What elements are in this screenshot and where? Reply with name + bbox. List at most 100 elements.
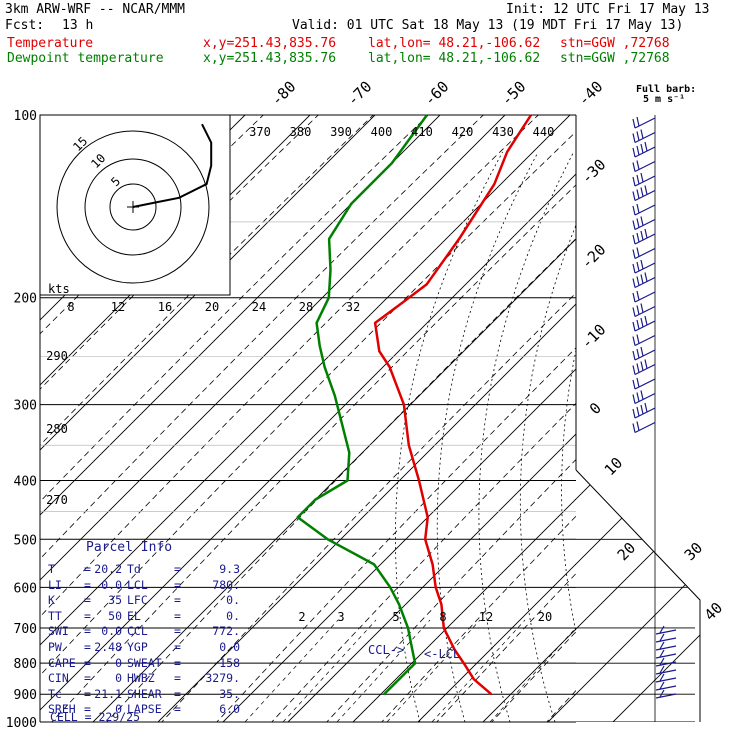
parcel-cell-9-4: =: [174, 702, 181, 717]
isotherm-line: [417, 563, 576, 722]
parcel-cell-3-3: EL: [127, 608, 141, 623]
wind-barb: [632, 402, 656, 419]
speed-scale-label: 24: [252, 300, 266, 314]
pressure-label: 300: [14, 399, 37, 414]
pressure-label: 1000: [6, 716, 37, 731]
parcel-cell: CELL = 229/25: [50, 710, 141, 724]
mixing-ratio-line: [336, 619, 431, 722]
dry-adiabat-line: [40, 115, 429, 503]
parcel-cell-9-0: SREH: [48, 702, 76, 717]
skewt-lines: [40, 115, 716, 722]
dry-adiabat-line: [40, 115, 374, 446]
parcel-cell-1-2: 0.0: [101, 577, 122, 592]
parcel-cell-6-2: 0: [115, 655, 122, 670]
theta-label: 390: [330, 125, 352, 139]
hodograph-trace: [132, 123, 213, 208]
isotherm-label: 0: [586, 399, 605, 418]
isotherm-line: [157, 303, 576, 722]
parcel-cell-3-2: 50: [108, 608, 122, 623]
theta-label: 370: [249, 125, 271, 139]
wind-barb: [655, 689, 677, 699]
wind-barb: [655, 673, 677, 683]
hodograph-ring: [84, 158, 182, 256]
moist-adiabat-line: [644, 152, 716, 722]
theta-label: 440: [533, 125, 555, 139]
pressure-label: 600: [14, 581, 37, 596]
temperature-legend-latlon: lat,lon= 48.21,-106.62: [368, 36, 541, 51]
mixing-ratio-line: [489, 627, 576, 722]
dry-adiabat-label: 270: [46, 493, 68, 507]
theta-label: 430: [492, 125, 514, 139]
temperature-legend-xy: x,y=251.43,835.76: [203, 36, 337, 51]
parcel-cell-0-3: Td: [127, 562, 141, 576]
speed-scale-label: 32: [346, 300, 360, 314]
parcel-cell-7-1: =: [84, 671, 91, 686]
parcel-cell-0-1: =: [84, 562, 91, 576]
ccl-annotation: CCL->: [368, 643, 404, 657]
dry-adiabat-label: 290: [46, 349, 68, 363]
dry-adiabat-line: [40, 131, 576, 677]
dewpoint-legend-latlon: lat,lon= 48.21,-106.62: [368, 51, 541, 66]
temperature-legend-name: Temperature: [7, 36, 94, 51]
parcel-cell-7-2: 0: [115, 671, 122, 686]
parcel-cell-1-0: LI: [48, 577, 62, 592]
wind-barb: [632, 129, 656, 144]
wind-barb: [632, 290, 656, 303]
parcel-cell-6-1: =: [84, 655, 91, 670]
parcel-cell-8-4: =: [174, 686, 181, 701]
sounding-profiles: [296, 114, 533, 696]
parcel-cell-0-0: T: [48, 562, 55, 576]
parcel-cell-1-5: 780.: [212, 577, 240, 592]
isotherm-line: [547, 693, 576, 722]
wind-barb: [655, 633, 677, 643]
parcel-cell-3-5: 0.: [226, 608, 240, 623]
dry-adiabat-line: [40, 115, 539, 618]
barb-scale-title: Full barb:: [636, 84, 697, 95]
speed-scale-label: 20: [205, 300, 219, 314]
theta-label: 410: [411, 125, 433, 139]
mixing-ratio-line: [244, 619, 339, 722]
isotherm-line: [352, 498, 576, 722]
wind-barb: [632, 334, 656, 347]
dry-adiabat-line: [546, 689, 576, 722]
temperature-legend-stn: stn=GGW ,72768: [560, 36, 670, 51]
hodograph-unit: kts: [48, 282, 70, 296]
parcel-cell-0-2: 20.2: [94, 562, 122, 576]
mixing-ratio-line: [431, 619, 526, 722]
init-time: Init: 12 UTC Fri 17 May 13: [506, 2, 710, 17]
mixing-ratio-label: 5: [392, 610, 399, 624]
barb-scale-value: 5 m s⁻¹: [643, 94, 686, 105]
wind-barb: [632, 216, 656, 231]
parcel-cell-4-5: 772.: [212, 624, 240, 639]
pressure-label: 400: [14, 474, 37, 489]
temperature-profile: [373, 114, 533, 696]
wind-barb: [632, 303, 656, 318]
moist-adiabat-line: [519, 223, 576, 722]
parcel-cell-1-1: =: [84, 577, 91, 592]
isotherm-label: 10: [601, 454, 627, 480]
wind-barb: [655, 665, 677, 675]
parcel-cell-7-4: =: [174, 671, 181, 686]
wind-barb: [632, 377, 656, 390]
wind-barb: [632, 172, 656, 187]
parcel-cell-6-0: CAPE: [48, 655, 76, 670]
pressure-label: 700: [14, 622, 37, 637]
dewpoint-legend-name: Dewpoint temperature: [7, 51, 164, 66]
dry-adiabat-line: [436, 573, 576, 722]
wind-barb: [655, 649, 677, 659]
moist-adiabat-line: [561, 347, 576, 635]
mixing-ratio-label: 8: [439, 610, 446, 624]
isotherm-label: -10: [578, 321, 610, 353]
mixing-ratio-label: 12: [479, 610, 493, 624]
speed-scale-label: 12: [111, 300, 125, 314]
moist-adiabat-line: [394, 151, 503, 722]
wind-barb: [632, 185, 656, 202]
parcel-cell-6-5: 158: [219, 655, 240, 670]
dry-adiabat-line: [216, 347, 576, 722]
forecast-label: Fcst:: [5, 18, 45, 33]
parcel-cell-8-1: =: [84, 686, 91, 701]
parcel-cell-0-4: =: [174, 562, 181, 576]
theta-label: 420: [452, 125, 474, 139]
parcel-cell-2-0: K: [48, 593, 55, 608]
